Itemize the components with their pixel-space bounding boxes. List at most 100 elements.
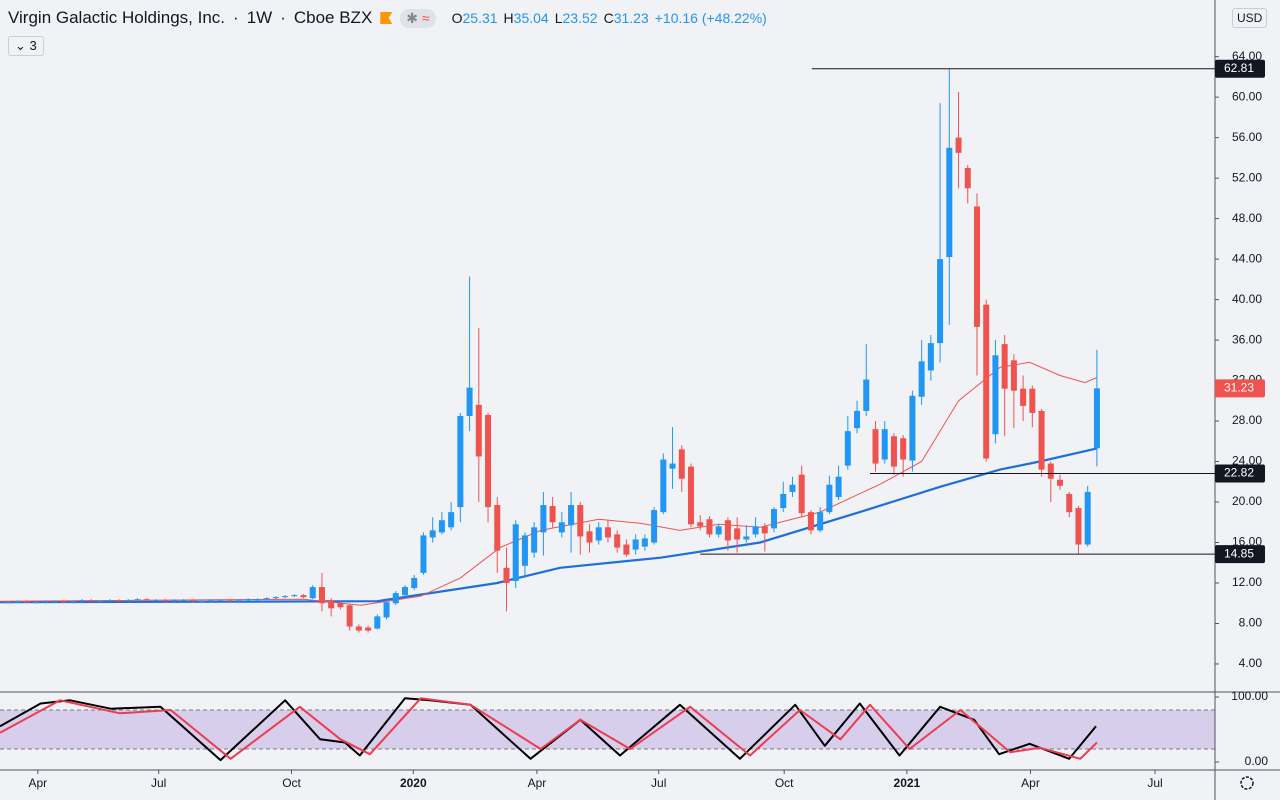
candle-body — [687, 466, 694, 525]
y-tick-label: 56.00 — [1232, 130, 1262, 144]
candle-body — [272, 597, 279, 599]
candle-body — [23, 601, 30, 603]
candle-body — [402, 587, 408, 596]
indicators-toggle[interactable]: ⌄ 3 — [8, 36, 44, 56]
level-label-box — [1215, 59, 1265, 78]
candle-body — [540, 505, 547, 533]
candle-body — [817, 512, 824, 531]
low-value: 23.52 — [562, 10, 598, 26]
candle-body — [955, 137, 962, 153]
candle-body — [927, 343, 934, 371]
interval[interactable]: 1W — [246, 8, 273, 27]
candle-body — [734, 528, 741, 540]
candle-body — [392, 593, 399, 604]
candle-body — [595, 527, 602, 541]
open-value: 25.31 — [462, 10, 498, 26]
candle-body — [365, 627, 372, 631]
y-tick-label: 40.00 — [1232, 292, 1262, 306]
candle-body — [900, 438, 907, 460]
candle-body — [152, 600, 159, 602]
candle-body — [1075, 508, 1082, 545]
candle-body — [854, 410, 861, 429]
ohlc-key: O — [451, 10, 463, 26]
candle-body — [937, 259, 944, 344]
candle-body — [973, 206, 980, 327]
candle-body — [263, 598, 270, 600]
candle-body — [521, 535, 528, 566]
candle-body — [79, 600, 86, 602]
data-icons[interactable]: ✱ ≈ — [400, 8, 436, 28]
candle-body — [1029, 388, 1036, 413]
candle-body — [918, 361, 925, 397]
candle-body — [180, 600, 187, 602]
candle-body — [411, 577, 418, 589]
settings-icon[interactable] — [1240, 776, 1254, 790]
candle-body — [549, 506, 556, 523]
x-tick-label: 2021 — [894, 776, 921, 790]
candle-body — [835, 476, 842, 497]
candle-body — [60, 601, 67, 603]
candle-body — [466, 387, 473, 416]
candle-body — [14, 601, 21, 603]
candle-body — [1093, 388, 1100, 449]
y-tick-label: 36.00 — [1232, 332, 1262, 346]
oscillator-tick-label: 0.00 — [1245, 754, 1269, 768]
level-label-box — [1215, 545, 1265, 564]
moving-average — [0, 447, 1098, 604]
candle-body — [531, 527, 538, 553]
candle-body — [641, 538, 648, 547]
y-tick-label: 48.00 — [1232, 211, 1262, 225]
candle-body — [309, 587, 316, 599]
level-label-box — [1215, 464, 1265, 483]
candle-body — [318, 587, 325, 604]
candle-body — [724, 520, 731, 541]
indicators-count: 3 — [29, 38, 37, 53]
candle-body — [420, 535, 427, 573]
candle-body — [1038, 410, 1045, 470]
currency-button[interactable]: USD — [1232, 8, 1268, 28]
candle-body — [300, 595, 307, 598]
last-price-box — [1215, 379, 1265, 398]
symbol-name: Virgin Galactic Holdings, Inc. — [8, 8, 226, 27]
candle-body — [106, 600, 113, 602]
oscillator-tick-label: 100.00 — [1231, 689, 1268, 703]
x-tick-label: Apr — [1021, 776, 1040, 790]
candle-body — [42, 601, 49, 603]
candle-body — [678, 449, 685, 479]
candle-body — [97, 601, 104, 603]
candle-body — [143, 599, 150, 601]
level-label: 62.81 — [1224, 61, 1254, 75]
moving-average — [0, 361, 1098, 606]
candle-body — [1057, 479, 1064, 486]
candle-body — [623, 544, 630, 555]
x-tick-label: Jul — [151, 776, 166, 790]
candle-body — [604, 527, 611, 538]
candle-body — [282, 596, 289, 598]
candle-body — [171, 600, 178, 602]
ohlc-key: L — [554, 10, 563, 26]
candle-body — [890, 436, 897, 467]
candle-body — [697, 522, 704, 527]
candle-body — [383, 602, 390, 618]
last-price-label: 31.23 — [1224, 381, 1254, 395]
candle-body — [494, 505, 501, 551]
flag-icon[interactable] — [380, 12, 393, 24]
candle-body — [706, 519, 713, 535]
candle-body — [1001, 344, 1008, 389]
candle-body — [863, 379, 870, 411]
candle-body — [116, 600, 123, 602]
oscillator-band — [0, 710, 1215, 750]
candle-body — [826, 484, 833, 513]
x-tick-label: Apr — [28, 776, 47, 790]
candle-body — [69, 601, 76, 603]
candle-body — [438, 520, 445, 533]
candle-body — [807, 512, 814, 531]
candle-body — [374, 616, 381, 629]
exchange: Cboe BZX — [293, 8, 373, 27]
candle-body — [199, 601, 206, 603]
candle-body — [1010, 360, 1017, 391]
candle-body — [337, 603, 344, 608]
y-tick-label: 64.00 — [1232, 49, 1262, 63]
candle-body — [51, 601, 58, 603]
